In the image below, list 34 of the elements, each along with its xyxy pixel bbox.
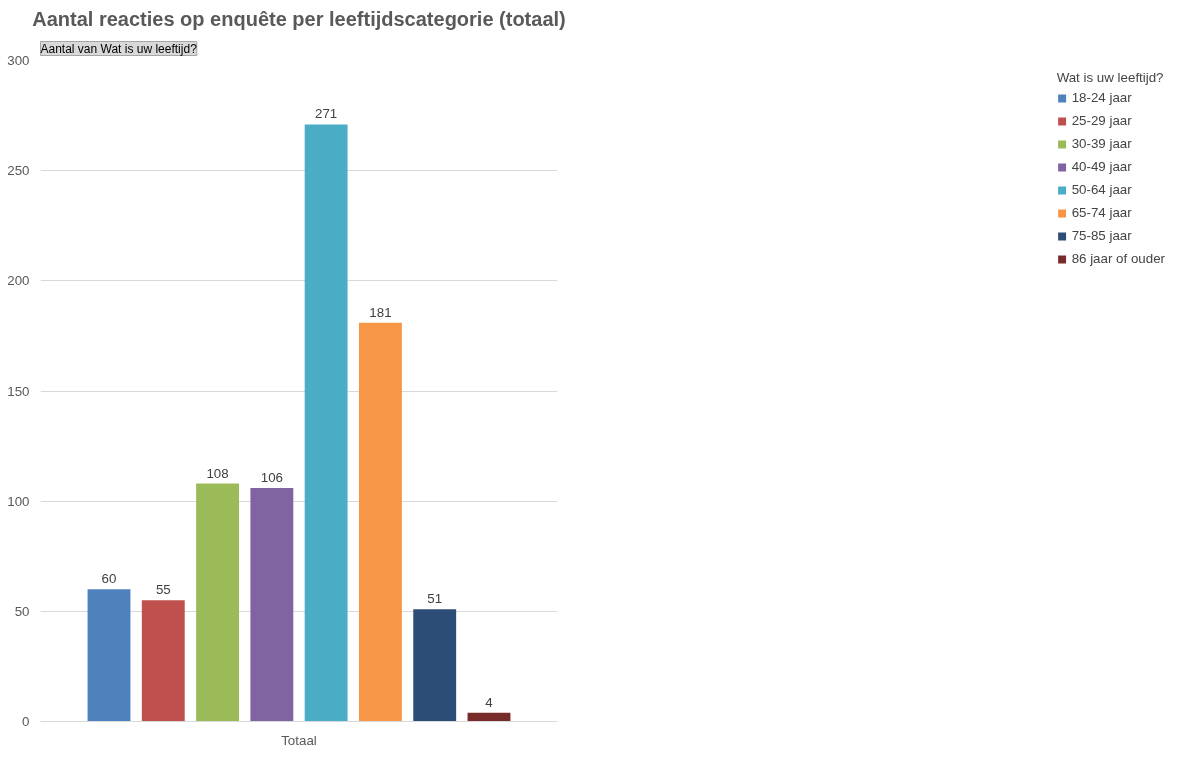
legend-label: 18-24 jaar xyxy=(1071,90,1132,105)
legend-label: 86 jaar of ouder xyxy=(1071,251,1165,266)
y-tick-label: 50 xyxy=(14,603,30,619)
bar xyxy=(87,589,131,722)
chart-title: Aantal reacties op enquête per leeftijdscategorie (totaal) xyxy=(32,7,566,30)
bar xyxy=(196,483,240,722)
bar xyxy=(358,322,402,722)
text: Aantal van Wat is uw leeftijd? xyxy=(40,41,198,56)
bar xyxy=(304,124,348,722)
data-label: 181 xyxy=(369,304,392,320)
bar xyxy=(250,487,294,722)
x-tick-label: Totaal xyxy=(281,732,317,748)
data-label: 4 xyxy=(485,694,494,710)
legend-label: 40-49 jaar xyxy=(1071,159,1132,174)
data-label: 106 xyxy=(260,469,283,485)
y-tick-label: 0 xyxy=(22,714,30,729)
legend-label: 25-29 jaar xyxy=(1071,113,1132,128)
legend-label: 75-85 jaar xyxy=(1071,228,1132,243)
legend-label: 50-64 jaar xyxy=(1071,182,1132,197)
data-label: 60 xyxy=(101,571,117,587)
legend-label: 30-39 jaar xyxy=(1071,136,1132,151)
y-tick-label: 100 xyxy=(7,493,30,509)
data-label: 55 xyxy=(155,582,171,598)
bar xyxy=(141,600,185,722)
bar xyxy=(413,609,457,722)
y-tick-label: 200 xyxy=(7,273,30,289)
y-tick-label: 250 xyxy=(7,163,30,179)
data-label: 51 xyxy=(427,591,443,607)
legend-title: Wat is uw leeftijd? xyxy=(1056,70,1165,85)
y-tick-label: 150 xyxy=(7,383,30,399)
data-label: 108 xyxy=(206,465,229,481)
y-tick-label: 300 xyxy=(7,53,30,68)
data-label: 271 xyxy=(315,106,338,122)
legend-label: 65-74 jaar xyxy=(1071,205,1132,220)
